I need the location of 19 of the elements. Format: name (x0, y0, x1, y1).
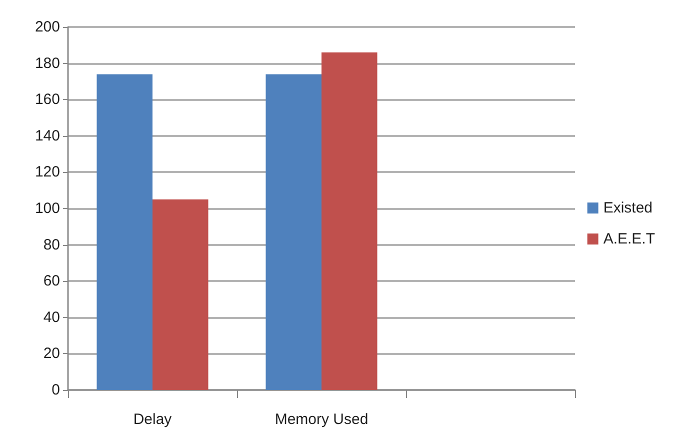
bar (152, 199, 208, 390)
y-tick-label: 0 (52, 382, 60, 398)
legend-label: Existed (603, 200, 653, 216)
bar (322, 52, 378, 390)
y-tick-label: 140 (34, 127, 60, 144)
bar (96, 74, 152, 390)
x-tick-label: Delay (133, 411, 172, 428)
legend-label: A.E.E.T (603, 230, 656, 248)
y-tick-label: 180 (34, 54, 60, 72)
y-tick-label: 80 (43, 236, 60, 254)
y-tick-label: 20 (43, 345, 60, 362)
y-tick-label: 60 (43, 272, 60, 290)
y-tick-label: 160 (34, 91, 60, 108)
y-tick-label: 120 (34, 164, 60, 181)
bar (266, 74, 322, 390)
y-tick-label: 100 (34, 200, 60, 217)
x-tick-label: Memory Used (274, 411, 368, 428)
y-tick-label: 40 (43, 308, 60, 326)
y-tick-label: 200 (34, 18, 60, 36)
